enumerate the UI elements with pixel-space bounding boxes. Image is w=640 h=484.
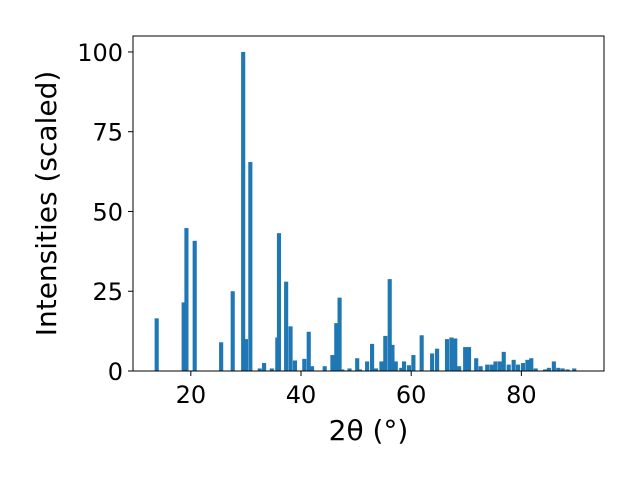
bar (257, 368, 262, 371)
bar (411, 355, 416, 371)
bar (370, 343, 375, 371)
bar (463, 347, 468, 371)
x-tick-label: 60 (396, 381, 427, 409)
bar (379, 361, 384, 371)
bar (520, 363, 526, 371)
x-tick-label: 40 (286, 381, 317, 409)
bar (525, 359, 530, 371)
bar (556, 367, 561, 371)
bar (219, 342, 224, 371)
bar (154, 318, 159, 371)
x-tick-label: 20 (176, 381, 207, 409)
bar (485, 364, 490, 371)
bar (466, 347, 472, 371)
bar (406, 365, 412, 371)
bar (241, 51, 246, 371)
bars-group (154, 51, 577, 371)
bar (243, 339, 248, 371)
bar (373, 368, 379, 371)
bar (474, 358, 479, 371)
bar (515, 364, 521, 371)
bar (357, 369, 363, 371)
plot-frame (132, 35, 605, 372)
bar (269, 368, 274, 371)
bar (309, 366, 315, 371)
bar (292, 360, 298, 371)
y-tick-label: 25 (92, 278, 123, 306)
bar (383, 335, 388, 371)
bar (192, 240, 197, 371)
bar (501, 351, 506, 371)
bar (337, 297, 342, 371)
bar (478, 366, 483, 371)
bar (184, 228, 189, 371)
y-axis-label: Intensities (scaled) (30, 71, 63, 337)
bar (330, 355, 335, 371)
bar (365, 361, 370, 371)
bar (449, 337, 454, 371)
bar (284, 281, 289, 371)
x-axis-label: 2θ (°) (329, 414, 409, 447)
bar (546, 367, 551, 371)
bar (529, 358, 534, 371)
x-tick-label: 80 (506, 381, 537, 409)
y-tick-label: 0 (108, 358, 123, 386)
bar (288, 326, 293, 371)
bar (551, 361, 556, 371)
bar (340, 369, 345, 371)
bar (322, 366, 327, 371)
bar (393, 361, 398, 371)
bar (497, 361, 502, 371)
bar (444, 339, 450, 371)
bar (248, 162, 253, 371)
bar (457, 366, 462, 371)
bar (334, 323, 339, 371)
bar (230, 291, 235, 371)
bar (542, 369, 548, 371)
y-axis: 0 25 50 75 100 (77, 39, 133, 386)
bar (572, 368, 577, 371)
bar (533, 368, 538, 371)
bar (181, 302, 186, 371)
bar (355, 358, 360, 371)
y-tick-label: 100 (77, 39, 123, 67)
bar (387, 279, 392, 371)
bar (401, 361, 407, 371)
bar (506, 364, 511, 371)
bar (430, 353, 435, 371)
bar (276, 233, 282, 371)
bar (347, 368, 352, 371)
bar (453, 338, 458, 371)
bar (306, 331, 311, 371)
bar (399, 367, 404, 371)
bar (419, 335, 424, 371)
bar (489, 364, 494, 371)
x-axis: 20 40 60 80 (176, 371, 537, 409)
bar (565, 369, 570, 371)
bar (511, 359, 516, 371)
y-tick-label: 75 (92, 119, 123, 147)
bar (493, 361, 498, 371)
bar (302, 358, 307, 371)
bar (390, 344, 395, 371)
bar (435, 348, 440, 371)
bar (262, 363, 267, 371)
bar (560, 368, 565, 371)
y-tick-label: 50 (92, 198, 123, 226)
